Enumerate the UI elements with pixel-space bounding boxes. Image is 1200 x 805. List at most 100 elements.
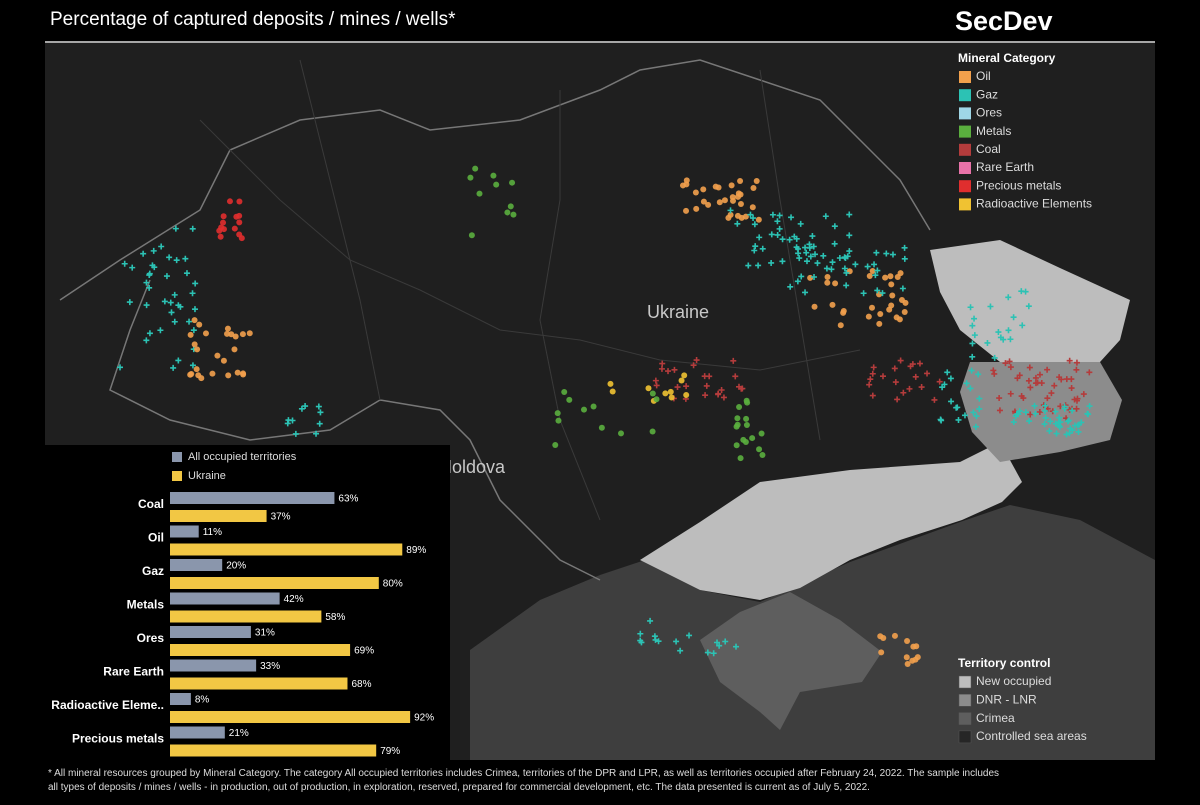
- deposit-marker: [996, 395, 1003, 402]
- deposit-marker: [1041, 407, 1048, 414]
- deposit-marker: [700, 198, 707, 205]
- deposit-marker: [193, 366, 200, 373]
- deposit-marker: [1061, 403, 1068, 410]
- deposit-marker: [686, 632, 693, 639]
- deposit-marker: [175, 357, 182, 364]
- deposit-marker: [702, 392, 709, 399]
- deposit-marker: [786, 236, 793, 243]
- deposit-marker: [936, 378, 943, 385]
- deposit-marker: [756, 234, 763, 241]
- deposit-marker: [814, 260, 821, 267]
- deposit-marker: [163, 273, 170, 280]
- deposit-marker: [749, 204, 756, 211]
- deposit-marker: [812, 251, 819, 258]
- deposit-marker: [1026, 418, 1033, 425]
- deposit-marker: [566, 396, 573, 403]
- deposit-marker: [843, 282, 850, 289]
- legend-swatch: [958, 712, 972, 725]
- deposit-marker: [1007, 336, 1014, 343]
- deposit-marker: [507, 203, 514, 210]
- category-label: Oil: [148, 531, 164, 545]
- deposit-marker: [953, 404, 960, 411]
- deposit-marker: [191, 341, 198, 348]
- deposit-marker: [840, 309, 847, 316]
- deposit-marker: [510, 211, 517, 218]
- deposit-marker: [990, 367, 997, 374]
- legend-label: Precious metals: [976, 178, 1061, 192]
- deposit-marker: [971, 332, 978, 339]
- deposit-marker: [737, 455, 744, 462]
- deposit-marker: [894, 396, 901, 403]
- deposit-marker: [846, 211, 853, 218]
- legend-label: Crimea: [976, 711, 1015, 725]
- deposit-marker: [598, 424, 605, 431]
- deposit-marker: [823, 265, 830, 272]
- deposit-marker: [228, 331, 235, 338]
- deposit-marker: [1053, 430, 1060, 437]
- legend-swatch: [959, 71, 971, 83]
- deposit-marker: [234, 369, 241, 376]
- deposit-marker: [1069, 407, 1076, 414]
- deposit-marker: [1006, 358, 1013, 365]
- legend-label: Oil: [976, 69, 991, 83]
- deposit-marker: [730, 357, 737, 364]
- bar: [170, 677, 348, 690]
- deposit-marker: [285, 417, 292, 424]
- deposit-marker: [997, 334, 1004, 341]
- deposit-marker: [725, 214, 732, 221]
- deposit-marker: [901, 308, 908, 315]
- deposit-marker: [1027, 384, 1034, 391]
- deposit-marker: [807, 253, 814, 260]
- value-label: 11%: [203, 527, 222, 538]
- deposit-marker: [832, 280, 839, 287]
- deposit-marker: [947, 375, 954, 382]
- deposit-marker: [828, 266, 835, 273]
- deposit-marker: [1036, 409, 1043, 416]
- deposit-marker: [678, 377, 685, 384]
- deposit-marker: [776, 225, 783, 232]
- deposit-marker: [779, 236, 786, 243]
- deposit-marker: [1086, 403, 1093, 410]
- deposit-marker: [944, 369, 951, 376]
- deposit-marker: [794, 278, 801, 285]
- deposit-marker: [824, 274, 831, 281]
- deposit-marker: [968, 367, 975, 374]
- deposit-marker: [172, 225, 179, 232]
- legend-swatch: [959, 143, 971, 156]
- deposit-marker: [750, 184, 757, 191]
- deposit-marker: [476, 190, 483, 197]
- deposit-marker: [1016, 408, 1023, 415]
- deposit-marker: [892, 379, 899, 386]
- deposit-marker: [904, 661, 911, 668]
- deposit-marker: [776, 212, 783, 219]
- deposit-marker: [143, 279, 150, 286]
- deposit-marker: [736, 404, 743, 411]
- deposit-marker: [214, 352, 221, 359]
- deposit-marker: [224, 325, 231, 332]
- deposit-marker: [246, 330, 253, 337]
- deposit-marker: [969, 353, 976, 360]
- deposit-marker: [183, 270, 190, 277]
- legend-label: Coal: [976, 142, 1001, 156]
- deposit-marker: [554, 410, 561, 417]
- deposit-marker: [1066, 357, 1073, 364]
- category-label: Precious metals: [72, 732, 164, 746]
- legend-swatch: [172, 452, 182, 462]
- deposit-marker: [143, 302, 150, 309]
- deposit-marker: [1014, 375, 1021, 382]
- bar: [170, 659, 257, 672]
- value-label: 42%: [284, 594, 304, 605]
- deposit-marker: [1076, 421, 1083, 428]
- deposit-marker: [653, 382, 660, 389]
- region-line: [759, 69, 821, 441]
- bar: [170, 644, 351, 656]
- region-line: [299, 59, 381, 401]
- legend-swatch: [958, 675, 972, 689]
- deposit-marker: [961, 412, 968, 419]
- deposit-marker: [146, 284, 153, 291]
- deposit-marker: [802, 289, 809, 296]
- deposit-marker: [225, 372, 232, 379]
- deposit-marker: [662, 390, 669, 397]
- deposit-marker: [239, 331, 246, 338]
- deposit-marker: [991, 370, 998, 377]
